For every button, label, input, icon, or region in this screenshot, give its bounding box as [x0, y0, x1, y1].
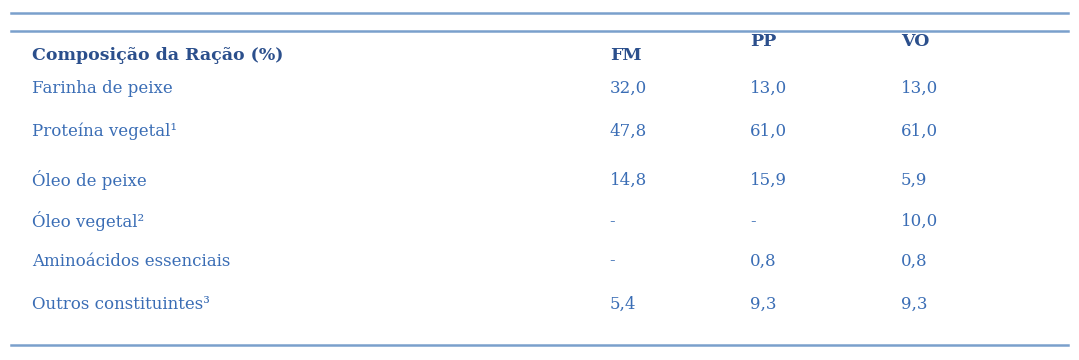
Text: Aminoácidos essenciais: Aminoácidos essenciais [32, 252, 231, 270]
Text: VO: VO [901, 33, 929, 50]
Text: Outros constituintes³: Outros constituintes³ [32, 296, 210, 313]
Text: 9,3: 9,3 [750, 296, 777, 313]
Text: Farinha de peixe: Farinha de peixe [32, 80, 173, 97]
Text: Proteína vegetal¹: Proteína vegetal¹ [32, 123, 177, 140]
Text: -: - [610, 252, 615, 270]
Text: 32,0: 32,0 [610, 80, 647, 97]
Text: 0,8: 0,8 [750, 252, 777, 270]
Text: 0,8: 0,8 [901, 252, 928, 270]
Text: 14,8: 14,8 [610, 171, 647, 189]
Text: 5,9: 5,9 [901, 171, 927, 189]
Text: 47,8: 47,8 [610, 123, 647, 140]
Text: 5,4: 5,4 [610, 296, 637, 313]
Text: PP: PP [750, 33, 776, 50]
Text: FM: FM [610, 47, 641, 64]
Text: 61,0: 61,0 [901, 123, 938, 140]
Text: 9,3: 9,3 [901, 296, 928, 313]
Text: 61,0: 61,0 [750, 123, 787, 140]
Text: -: - [610, 213, 615, 230]
Text: 13,0: 13,0 [750, 80, 788, 97]
Text: 13,0: 13,0 [901, 80, 939, 97]
Text: Óleo de peixe: Óleo de peixe [32, 170, 147, 190]
Text: Composição da Ração (%): Composição da Ração (%) [32, 47, 284, 64]
Text: Óleo vegetal²: Óleo vegetal² [32, 211, 145, 231]
Text: 10,0: 10,0 [901, 213, 939, 230]
Text: -: - [750, 213, 755, 230]
Text: 15,9: 15,9 [750, 171, 787, 189]
